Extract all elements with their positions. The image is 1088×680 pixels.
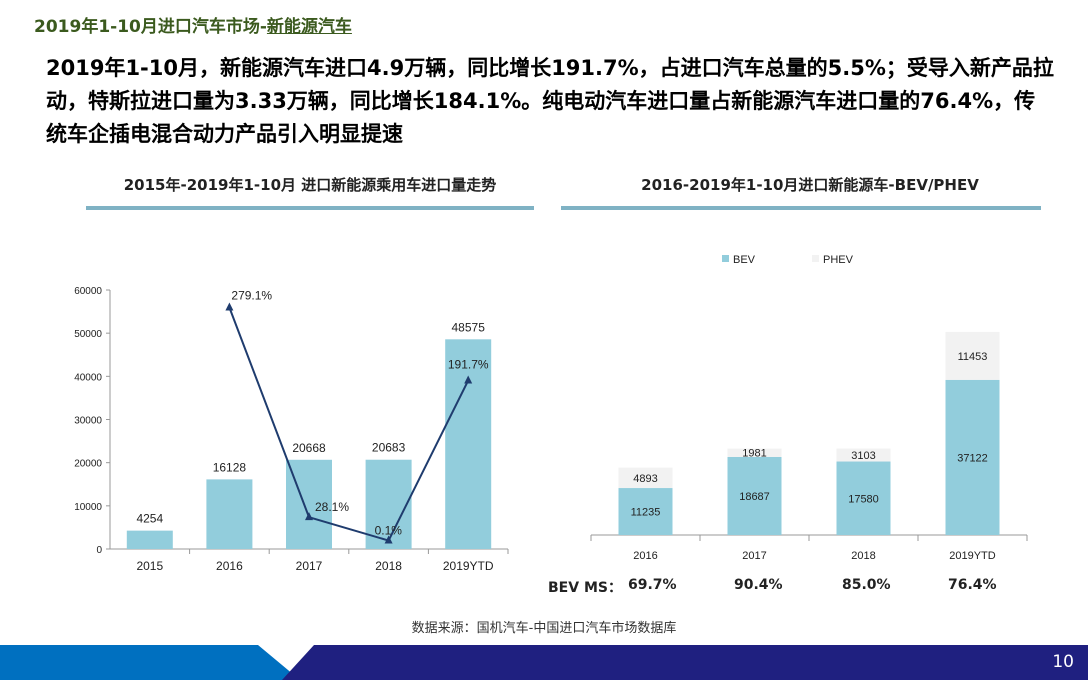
y-tick-label: 60000 xyxy=(74,286,102,297)
growth-marker xyxy=(464,375,473,384)
bar-value-label: 11235 xyxy=(631,507,661,519)
bev-ms-2018: 85.0% xyxy=(842,577,891,593)
y-tick-label: 50000 xyxy=(74,329,102,340)
y-tick-label: 20000 xyxy=(74,459,102,470)
bev-ms-label: BEV MS： xyxy=(548,580,622,596)
bev-ms-2016: 69.7% xyxy=(628,577,677,593)
title-suffix: 新能源汽车 xyxy=(266,17,352,37)
bar-value-label: 18687 xyxy=(739,491,770,503)
bar-value-label: 48575 xyxy=(452,320,486,334)
bar-BEV-2016 xyxy=(618,488,673,535)
right-chart-divider xyxy=(561,206,1041,210)
x-tick-label: 2017 xyxy=(742,550,766,562)
bar-value-label: 20683 xyxy=(372,441,406,455)
legend-swatch-BEV xyxy=(722,255,729,262)
bar-BEV-2017 xyxy=(727,456,782,535)
legend-label-PHEV: PHEV xyxy=(823,254,854,266)
footer-band xyxy=(0,645,1088,680)
page-title: 2019年1-10月进口汽车市场-新能源汽车 xyxy=(34,12,352,37)
bar-value-label: 1981 xyxy=(742,448,766,460)
bar-PHEV-2018 xyxy=(836,448,891,462)
title-prefix: 2019年1-10月进口汽车市场- xyxy=(34,17,267,37)
growth-marker xyxy=(225,302,234,311)
growth-marker xyxy=(305,512,313,521)
x-tick-label: 2015 xyxy=(136,559,163,573)
bar-value-label: 11453 xyxy=(958,351,988,363)
bev-ms-2017: 90.4% xyxy=(734,577,783,593)
bar-PHEV-2016 xyxy=(618,467,673,489)
bar-value-label: 4254 xyxy=(136,512,163,526)
data-source: 数据来源：国机汽车-中国进口汽车市场数据库 xyxy=(411,621,677,636)
growth-label: 279.1% xyxy=(231,288,272,302)
left-chart: 0 10000 20000 30000 40000 50000 60000 4254 2015 1… xyxy=(74,286,509,573)
left-chart-divider xyxy=(86,206,534,210)
x-tick-label: 2018 xyxy=(851,550,875,562)
bar-PHEV-2019YTD xyxy=(945,331,1000,380)
page-number: 10 xyxy=(1052,652,1074,672)
bar-2019YTD xyxy=(445,339,492,549)
bar-BEV-2018 xyxy=(836,461,891,535)
x-tick-label: 2017 xyxy=(296,559,323,573)
growth-label: 28.1% xyxy=(315,500,349,514)
legend-label-BEV: BEV xyxy=(733,254,756,266)
x-tick-label: 2019YTD xyxy=(949,550,996,562)
growth-line xyxy=(228,307,470,542)
bar-PHEV-2017 xyxy=(727,448,782,457)
growth-marker xyxy=(384,535,393,544)
bar-value-label: 17580 xyxy=(848,493,879,505)
bar-value-label: 4893 xyxy=(633,473,657,485)
bar-2015 xyxy=(126,530,173,549)
legend-swatch-PHEV xyxy=(812,255,819,262)
right-chart: BEV PHEV 11235 4893 2016 18687 1981 2017 17580 31… xyxy=(590,254,1028,562)
bar-value-label: 16128 xyxy=(213,460,247,474)
bar-BEV-2019YTD xyxy=(945,379,1000,535)
bev-ms-2019: 76.4% xyxy=(948,577,997,593)
summary-text: 2019年1-10月，新能源汽车进口4.9万辆，同比增长191.7%，占进口汽车… xyxy=(46,56,1054,146)
right-chart-title: 2016-2019年1-10月进口新能源车-BEV/PHEV xyxy=(641,176,979,194)
y-tick-label: 0 xyxy=(96,545,102,556)
x-tick-label: 2016 xyxy=(216,559,243,573)
y-tick-label: 10000 xyxy=(74,502,102,513)
bar-2018 xyxy=(365,459,412,549)
bar-value-label: 20668 xyxy=(292,441,326,455)
x-tick-label: 2019YTD xyxy=(443,559,494,573)
growth-label: 191.7% xyxy=(448,357,489,371)
growth-label: 0.1% xyxy=(375,524,403,538)
y-tick-label: 40000 xyxy=(74,372,102,383)
bar-2016 xyxy=(206,479,253,549)
x-tick-label: 2016 xyxy=(633,550,657,562)
bar-value-label: 3103 xyxy=(851,450,875,462)
x-tick-label: 2018 xyxy=(375,559,402,573)
bar-value-label: 37122 xyxy=(957,452,988,464)
y-tick-label: 30000 xyxy=(74,416,102,427)
left-chart-title: 2015年-2019年1-10月 进口新能源乘用车进口量走势 xyxy=(123,176,497,194)
